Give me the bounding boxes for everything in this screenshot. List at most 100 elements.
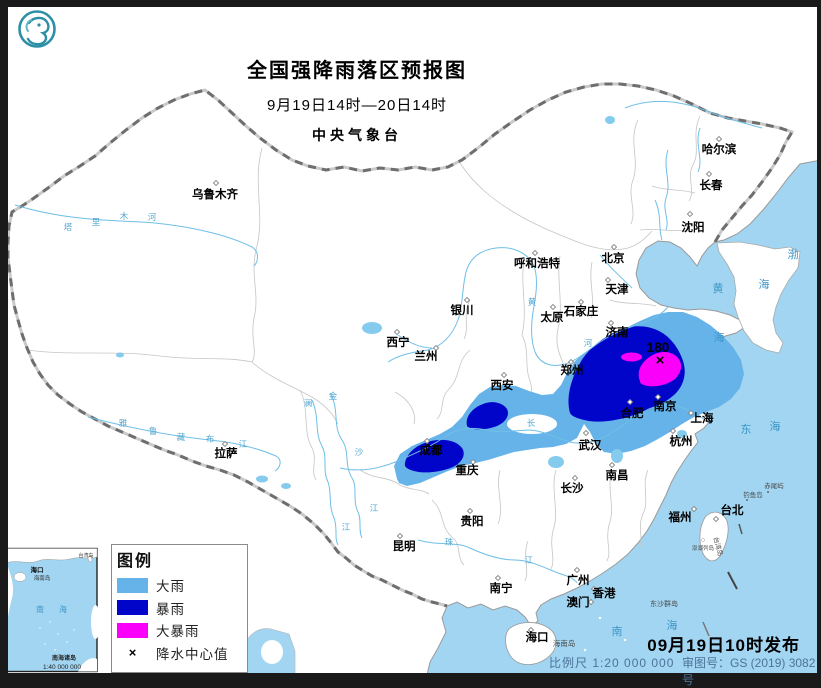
legend-title: 图例 (117, 553, 154, 570)
inset-island-dots (39, 621, 75, 651)
city-label: 澳门 (567, 595, 590, 609)
legend: 图例 大雨暴雨大暴雨 × 降水中心值 (111, 544, 248, 673)
delta-land (261, 640, 283, 664)
island-label: 澎湖列岛 (692, 544, 715, 552)
city-label: 南宁 (490, 581, 513, 595)
legend-symbol: × (128, 645, 137, 661)
city-marker (567, 358, 575, 366)
zone-rainstorm-mid (466, 402, 508, 430)
city-marker (587, 598, 595, 606)
city-label: 合肥 (621, 406, 644, 420)
national-border (6, 82, 795, 608)
city-marker (690, 505, 698, 513)
legend-swatch (117, 622, 148, 638)
city-marker (590, 585, 598, 593)
sea-label: 海 (667, 618, 678, 632)
precip-center-value: 180 (647, 340, 670, 355)
city-label: 西宁 (387, 335, 410, 349)
city-label: 沈阳 (682, 220, 705, 234)
river-label: 塔 (64, 222, 73, 232)
legend-item: 大暴雨 (117, 619, 247, 642)
city-label: 天津 (606, 282, 629, 296)
city-label: 广州 (567, 573, 590, 587)
city-marker (607, 319, 615, 327)
inset-label: 1:40 000 000 (43, 664, 81, 671)
legend-label: 大雨 (156, 579, 185, 595)
legend-swatch (117, 600, 148, 616)
sea-label: 海 (714, 330, 725, 344)
city-label: 南昌 (606, 468, 629, 482)
city-marker (654, 393, 662, 401)
sea-labels: 渤海黄海东 海南海 (612, 248, 799, 638)
city-marker (396, 532, 404, 540)
legend-label: 暴雨 (156, 601, 185, 617)
zone-heavy-rainstorm-small (621, 352, 642, 362)
city-marker (212, 179, 220, 187)
legend-item: × 降水中心值 (117, 642, 247, 665)
taiwan-island (699, 511, 729, 562)
city-marker (715, 135, 723, 143)
sea-label: 黄 (713, 281, 724, 295)
rivers (14, 100, 763, 584)
city-marker (500, 371, 508, 379)
inset-label: 海 (59, 604, 67, 614)
lakes (116, 116, 687, 489)
inset-label: 海南岛 (34, 574, 51, 582)
city-marker (531, 249, 539, 257)
river-label: 布 (206, 434, 215, 444)
city-label: 拉萨 (215, 446, 238, 460)
city-label: 台北 (721, 503, 744, 517)
island-label: 东沙群岛 (650, 599, 678, 608)
inset-borneo (78, 658, 97, 672)
inset-label: 南海诸岛 (52, 654, 76, 662)
map-title: 全国强降雨落区预报图 (247, 60, 467, 82)
island-label: 钓鱼岛 (743, 490, 763, 499)
sea-label: 渤 (788, 248, 799, 261)
city-label: 乌鲁木齐 (192, 187, 238, 201)
city-marker (686, 210, 694, 218)
city-marker (393, 328, 401, 336)
legend-label: 大暴雨 (156, 624, 200, 640)
map-title-block: 全国强降雨落区预报图 9月19日14时—20日14时 中央气象台 (217, 54, 497, 145)
cma-logo-icon (18, 10, 56, 48)
city-label: 郑州 (561, 363, 584, 377)
small-islands (583, 491, 769, 652)
hainan-island (505, 622, 557, 665)
city-label: 石家庄 (563, 304, 599, 318)
city-marker (687, 409, 695, 417)
river-label: 鲁 (149, 426, 158, 436)
city-label: 济南 (606, 325, 629, 339)
river-label: 河 (584, 338, 593, 348)
city-label: 香港 (592, 586, 616, 600)
city-label: 杭州 (670, 434, 693, 448)
city-marker (582, 429, 590, 437)
map-approval-number: 审图号：GS (2019) 3082号 (682, 656, 816, 687)
city-marker (221, 440, 229, 448)
river-label: 江 (239, 439, 248, 449)
city-label: 长春 (700, 178, 723, 192)
river-label: 珠 (445, 537, 454, 547)
city-label: 兰州 (415, 349, 438, 363)
city-label: 福州 (668, 510, 692, 524)
city-marker (712, 515, 720, 523)
river-label: 澜 (304, 398, 313, 408)
city-marker (577, 298, 585, 306)
city-label: 海口 (526, 630, 549, 644)
sea-label: 东 (741, 423, 752, 436)
city-label: 昆明 (393, 539, 416, 553)
city-marker (549, 303, 557, 311)
river-label: 金 (329, 391, 338, 401)
river-label: 里 (92, 217, 101, 227)
korean-peninsula (716, 241, 801, 354)
map-scale: 比例尺 1:20 000 000 (549, 656, 675, 670)
precip-center-mark: × (656, 352, 665, 369)
city-label: 太原 (540, 310, 564, 324)
province-borders (26, 115, 701, 582)
map-agency: 中央气象台 (312, 127, 402, 143)
city-marker (463, 296, 471, 304)
river-label: 雅 (119, 418, 128, 428)
sea-label: 南 (612, 625, 623, 638)
city-marker (626, 398, 634, 406)
